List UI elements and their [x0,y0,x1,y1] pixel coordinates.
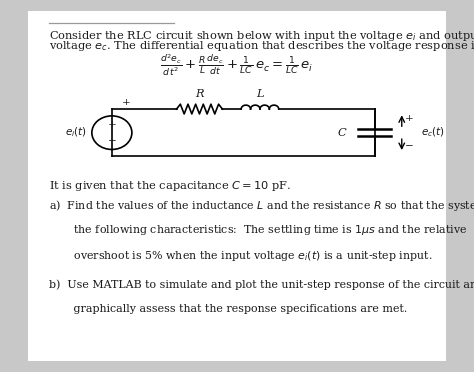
Text: graphically assess that the response specifications are met.: graphically assess that the response spe… [49,304,408,314]
Text: $e_c(t)$: $e_c(t)$ [420,126,445,140]
Text: the following characteristics:  The settling time is $1\mu s$ and the relative: the following characteristics: The settl… [49,224,468,237]
Text: It is given that the capacitance $C = 10$ pF.: It is given that the capacitance $C = 10… [49,179,292,193]
Text: R: R [195,89,204,99]
Text: −: − [405,142,414,151]
Text: $\frac{d^2 e_c}{d\,t^2} + \frac{R}{L}\frac{d e_c}{d t} + \frac{1}{LC}\,e_c = \fr: $\frac{d^2 e_c}{d\,t^2} + \frac{R}{L}\fr… [160,53,314,78]
FancyBboxPatch shape [28,11,446,361]
Text: L: L [256,89,264,99]
Text: voltage $e_c$. The differential equation that describes the voltage response is:: voltage $e_c$. The differential equation… [49,39,474,53]
Text: Consider the RLC circuit shown below with input the voltage $e_i$ and output the: Consider the RLC circuit shown below wit… [49,29,474,44]
Text: C: C [338,128,346,138]
Text: a)  Find the values of the inductance $L$ and the resistance $R$ so that the sys: a) Find the values of the inductance $L$… [49,198,474,213]
Text: −: − [108,137,116,145]
Text: b)  Use MATLAB to simulate and plot the unit-step response of the circuit and: b) Use MATLAB to simulate and plot the u… [49,279,474,289]
Text: overshoot is 5% when the input voltage $e_i(t)$ is a unit-step input.: overshoot is 5% when the input voltage $… [49,248,433,263]
Text: +: + [405,114,414,123]
Text: $e_i(t)$: $e_i(t)$ [65,126,87,140]
Text: +: + [122,97,131,106]
Text: +: + [108,120,116,129]
